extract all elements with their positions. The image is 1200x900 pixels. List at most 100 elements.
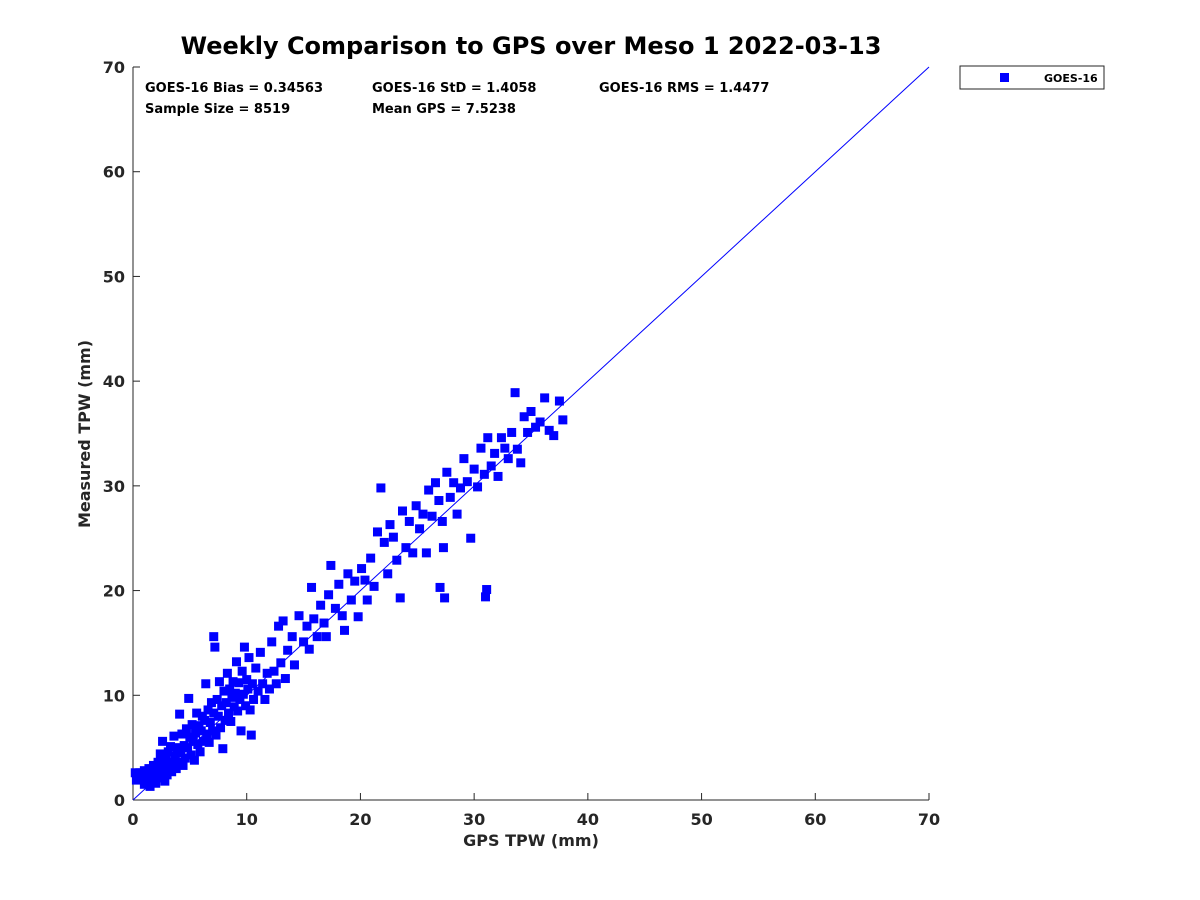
x-tick-label: 40 bbox=[577, 810, 599, 829]
data-point bbox=[205, 718, 215, 728]
data-point bbox=[199, 736, 209, 746]
data-point bbox=[442, 467, 452, 477]
data-point bbox=[466, 533, 476, 543]
data-point bbox=[241, 701, 251, 711]
stat-std: GOES-16 StD = 1.4058 bbox=[372, 81, 536, 96]
data-point bbox=[496, 433, 506, 443]
x-axis-ticks: 0 10 20 30 40 50 60 70 bbox=[127, 793, 940, 829]
plot-frame bbox=[132, 67, 929, 801]
data-point bbox=[135, 768, 145, 778]
y-axis-ticks: 0 10 20 30 40 50 60 70 bbox=[103, 58, 140, 810]
data-point bbox=[304, 644, 314, 654]
data-point bbox=[245, 705, 255, 715]
data-point bbox=[283, 645, 293, 655]
y-tick-label: 30 bbox=[103, 477, 125, 496]
data-points bbox=[130, 388, 568, 791]
data-point bbox=[398, 506, 408, 516]
data-point bbox=[554, 396, 564, 406]
data-point bbox=[302, 621, 312, 631]
data-point bbox=[222, 668, 232, 678]
data-point bbox=[139, 766, 149, 776]
data-point bbox=[181, 724, 191, 734]
data-point bbox=[526, 407, 536, 417]
data-point bbox=[180, 753, 190, 763]
data-point bbox=[440, 593, 450, 603]
data-point bbox=[459, 454, 469, 464]
data-point bbox=[469, 464, 479, 474]
data-point bbox=[167, 767, 177, 777]
data-point bbox=[558, 415, 568, 425]
data-point bbox=[519, 412, 529, 422]
data-point bbox=[170, 751, 180, 761]
data-point bbox=[183, 743, 193, 753]
data-point bbox=[523, 427, 533, 437]
data-point bbox=[321, 632, 331, 642]
data-point bbox=[177, 729, 187, 739]
data-point bbox=[219, 686, 229, 696]
data-point bbox=[153, 757, 163, 767]
data-point bbox=[482, 585, 492, 595]
data-point bbox=[242, 675, 252, 685]
data-point bbox=[473, 482, 483, 492]
x-tick-label: 20 bbox=[349, 810, 371, 829]
data-point bbox=[376, 483, 386, 493]
data-point bbox=[160, 776, 170, 786]
data-point bbox=[214, 677, 224, 687]
data-point bbox=[379, 537, 389, 547]
legend-entry: GOES-16 bbox=[1044, 72, 1098, 85]
data-point bbox=[189, 755, 199, 765]
data-point bbox=[404, 516, 414, 526]
data-point bbox=[346, 595, 356, 605]
data-point bbox=[483, 433, 493, 443]
data-point bbox=[267, 637, 277, 647]
legend-marker bbox=[1000, 73, 1009, 82]
data-point bbox=[452, 509, 462, 519]
data-point bbox=[258, 679, 268, 689]
data-point bbox=[435, 582, 445, 592]
data-point bbox=[476, 443, 486, 453]
x-tick-label: 10 bbox=[236, 810, 258, 829]
data-point bbox=[202, 729, 212, 739]
data-point bbox=[262, 668, 272, 678]
data-point bbox=[307, 582, 317, 592]
legend-box bbox=[959, 65, 1105, 90]
data-point bbox=[228, 677, 238, 687]
data-point bbox=[236, 726, 246, 736]
data-point bbox=[395, 593, 405, 603]
data-point bbox=[217, 701, 227, 711]
data-point bbox=[280, 674, 290, 684]
stat-bias: GOES-16 Bias = 0.34563 bbox=[145, 81, 323, 96]
data-point bbox=[415, 524, 425, 534]
data-point bbox=[162, 770, 172, 780]
data-point bbox=[231, 657, 241, 667]
data-point bbox=[192, 708, 202, 718]
data-point bbox=[516, 458, 526, 468]
data-point bbox=[388, 532, 398, 542]
data-point bbox=[137, 773, 147, 783]
data-point bbox=[173, 757, 183, 767]
data-point bbox=[312, 632, 322, 642]
one-to-one-line bbox=[132, 66, 930, 801]
data-point bbox=[324, 590, 334, 600]
data-point bbox=[350, 576, 360, 586]
data-point bbox=[418, 509, 428, 519]
x-tick-label: 0 bbox=[127, 810, 138, 829]
data-point bbox=[206, 698, 216, 708]
data-point bbox=[220, 715, 230, 725]
y-tick-label: 40 bbox=[103, 372, 125, 391]
data-point bbox=[337, 611, 347, 621]
data-point bbox=[186, 750, 196, 760]
data-point bbox=[249, 694, 259, 704]
data-point bbox=[230, 688, 240, 698]
x-tick-label: 30 bbox=[463, 810, 485, 829]
data-point bbox=[360, 575, 370, 585]
data-point bbox=[369, 581, 379, 591]
data-point bbox=[154, 773, 164, 783]
data-point bbox=[171, 764, 181, 774]
data-point bbox=[201, 679, 211, 689]
data-point bbox=[385, 520, 395, 530]
data-point bbox=[204, 737, 214, 747]
data-point bbox=[233, 706, 243, 716]
data-point bbox=[445, 492, 455, 502]
